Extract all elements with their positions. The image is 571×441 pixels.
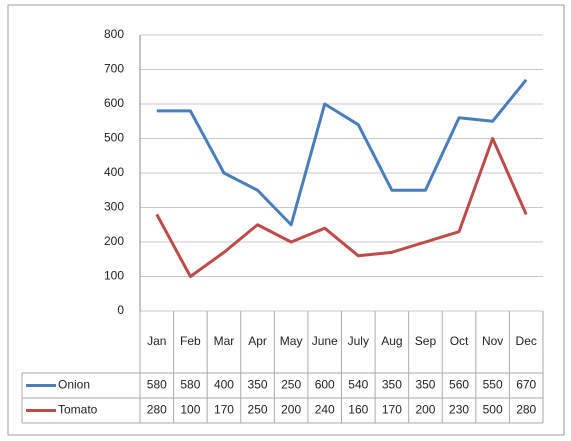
table-value: 100 — [180, 403, 200, 417]
y-tick-label: 400 — [104, 165, 124, 179]
x-tick-label: Apr — [248, 334, 267, 348]
y-tick-label: 700 — [104, 62, 124, 76]
table-value: 540 — [348, 378, 368, 392]
table-value: 200 — [415, 403, 435, 417]
x-tick-label: Dec — [516, 334, 537, 348]
y-tick-label: 500 — [104, 131, 124, 145]
table-value: 240 — [315, 403, 335, 417]
y-tick-label: 600 — [104, 96, 124, 110]
table-value: 670 — [516, 378, 536, 392]
table-value: 560 — [449, 378, 469, 392]
table-value: 600 — [315, 378, 335, 392]
table-value: 400 — [214, 378, 234, 392]
legend-label: Onion — [58, 378, 90, 392]
y-tick-label: 0 — [117, 303, 124, 317]
table-value: 250 — [281, 378, 301, 392]
x-tick-label: Aug — [381, 334, 402, 348]
y-tick-label: 300 — [104, 200, 124, 214]
table-value: 580 — [147, 378, 167, 392]
x-tick-label: Nov — [482, 334, 503, 348]
table-value: 160 — [348, 403, 368, 417]
x-tick-label: June — [312, 334, 338, 348]
series-line — [155, 137, 528, 278]
x-tick-label: July — [348, 334, 369, 348]
table-value: 230 — [449, 403, 469, 417]
x-tick-label: Sep — [415, 334, 437, 348]
table-value: 350 — [382, 378, 402, 392]
table-value: 170 — [382, 403, 402, 417]
x-tick-label: Feb — [180, 334, 201, 348]
table-value: 280 — [147, 403, 167, 417]
x-tick-label: Jan — [147, 334, 166, 348]
y-tick-label: 200 — [104, 234, 124, 248]
table-value: 250 — [248, 403, 268, 417]
table-value: 500 — [483, 403, 503, 417]
y-tick-label: 100 — [104, 269, 124, 283]
y-tick-label: 800 — [104, 27, 124, 41]
table-value: 350 — [248, 378, 268, 392]
x-tick-label: Oct — [450, 334, 469, 348]
x-tick-label: Mar — [214, 334, 235, 348]
legend-label: Tomato — [58, 403, 98, 417]
table-value: 280 — [516, 403, 536, 417]
table-value: 580 — [180, 378, 200, 392]
table-value: 170 — [214, 403, 234, 417]
table-value: 350 — [415, 378, 435, 392]
series-line — [156, 78, 528, 227]
table-value: 200 — [281, 403, 301, 417]
table-value: 550 — [483, 378, 503, 392]
x-tick-label: May — [280, 334, 303, 348]
